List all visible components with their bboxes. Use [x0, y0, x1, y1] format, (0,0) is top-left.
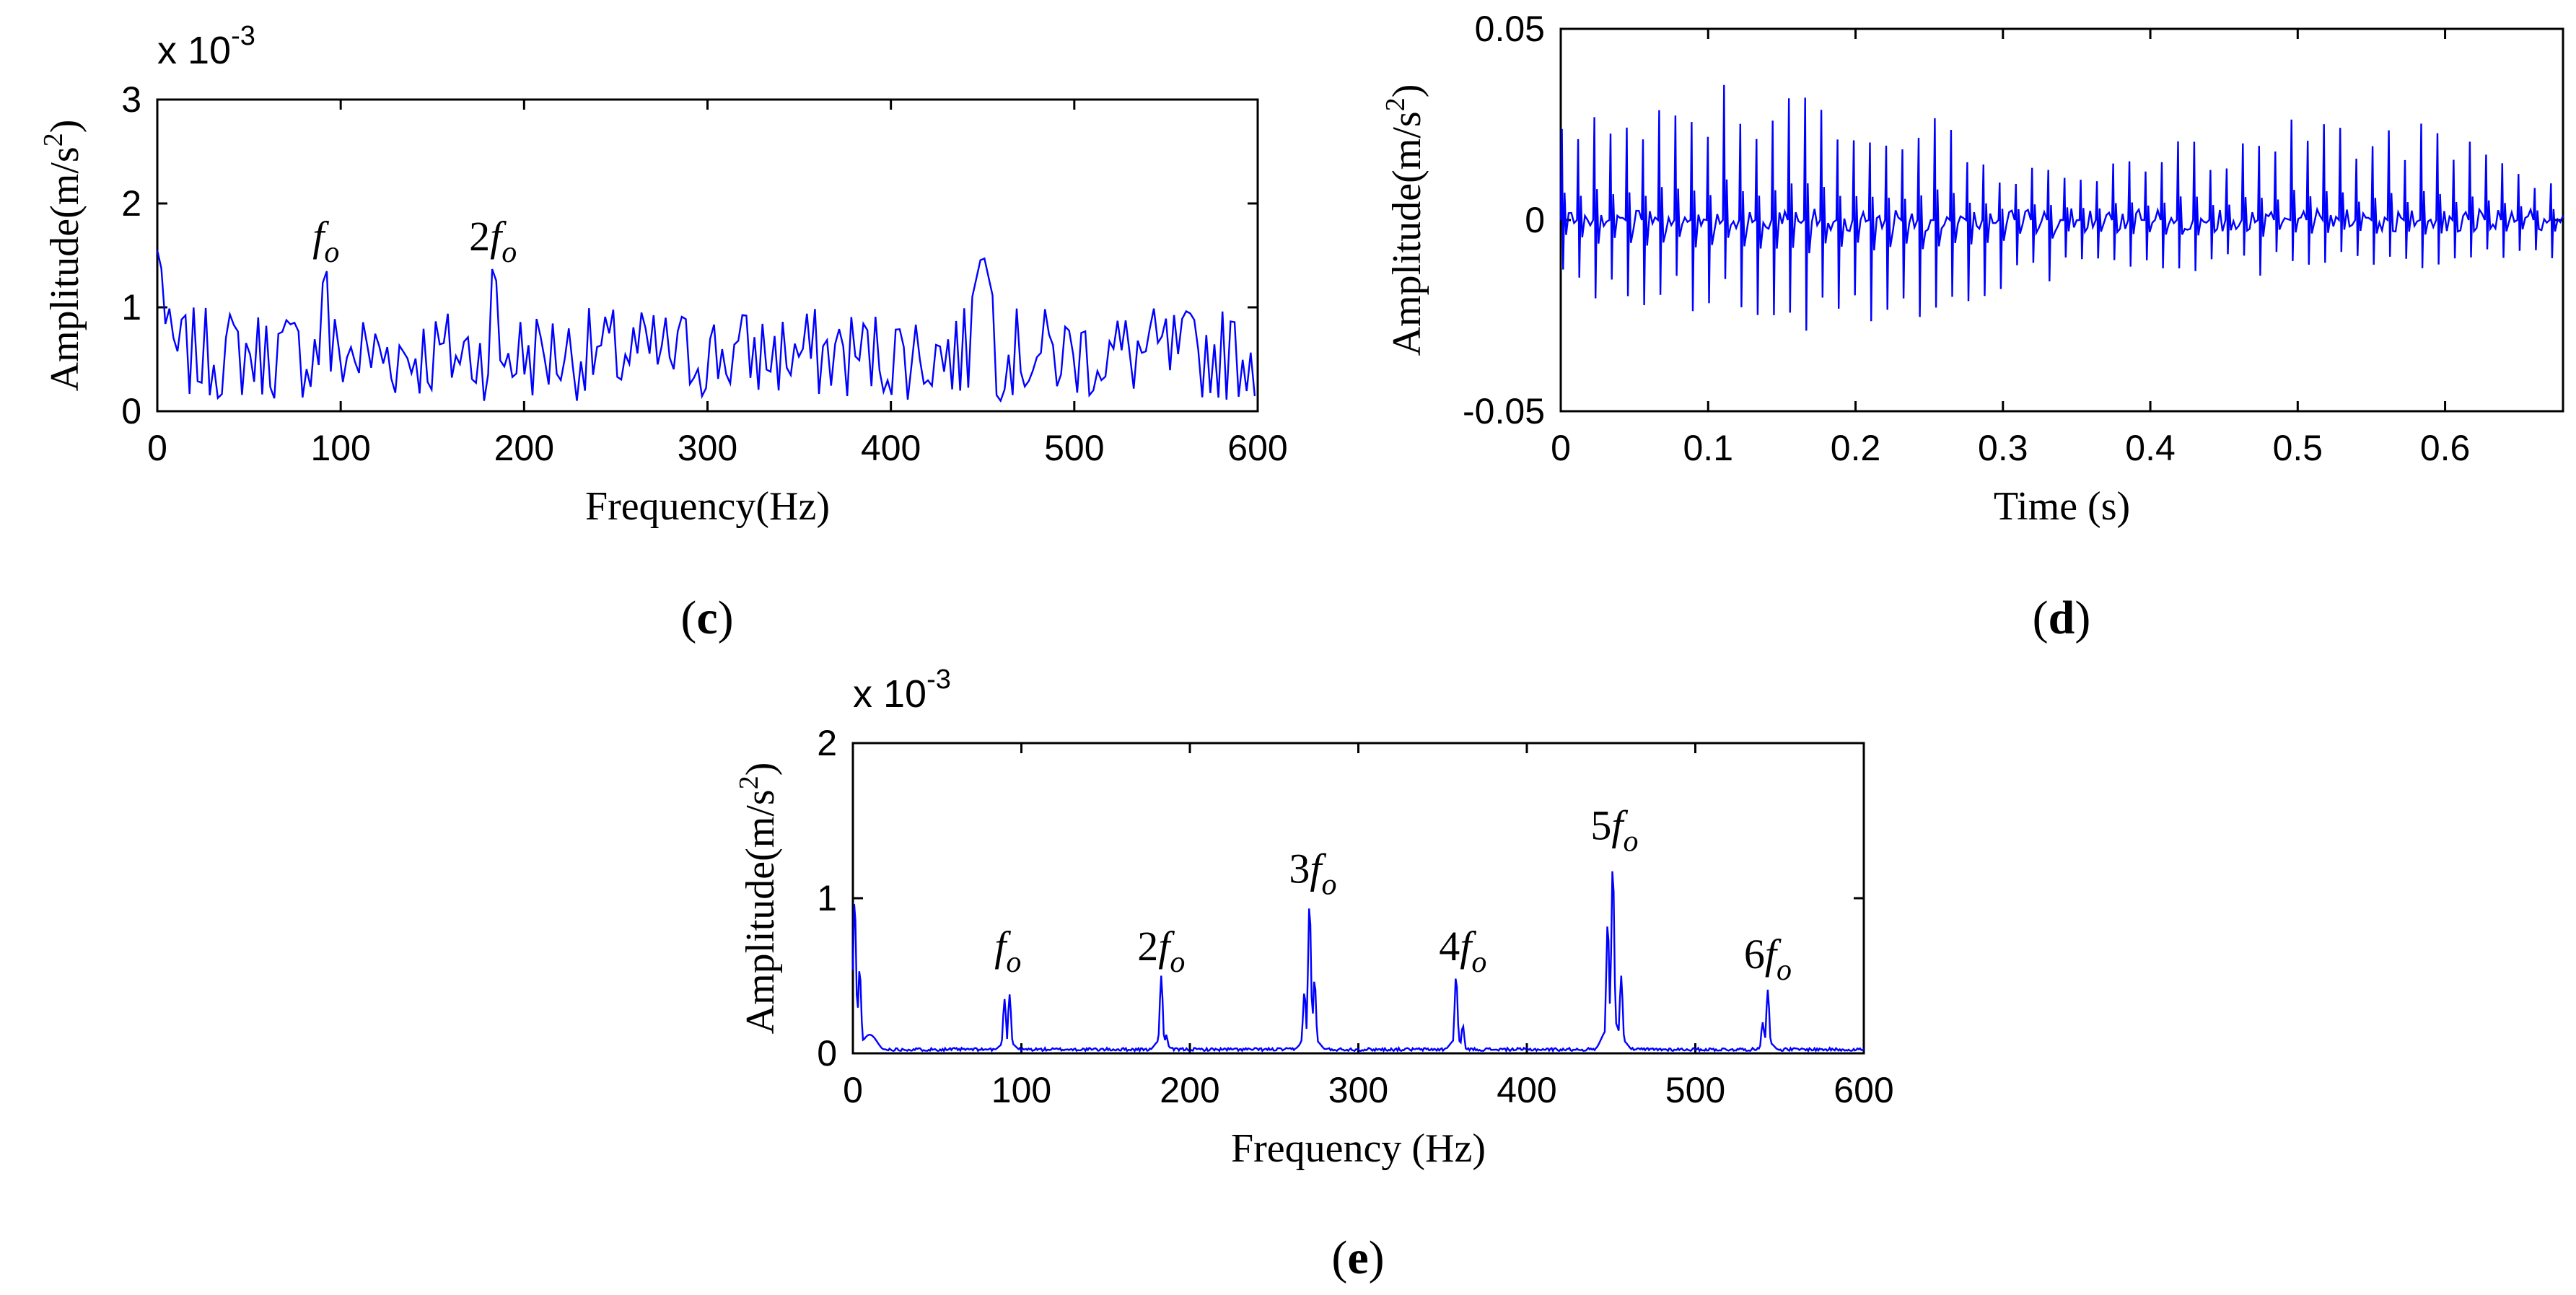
axis-multiplier-base: x 10 [853, 672, 926, 716]
x-tick-label: 600 [1227, 428, 1287, 468]
panel-caption: (d) [2033, 592, 2091, 644]
x-tick-label: 0 [843, 1070, 863, 1110]
x-tick-label: 400 [1497, 1070, 1556, 1110]
y-tick-label: 1 [817, 878, 837, 918]
harmonic-annotation: 6fo [1744, 931, 1792, 987]
harmonic-subscript: o [1170, 946, 1185, 979]
harmonic-annotation: 2fo [1137, 923, 1185, 979]
spectrum-trace [851, 871, 1865, 1053]
panel-e-enhanced-spectrum: 0 100 200 300 400 500 600 0 1 2 Frequency (Hz) Ampl… [734, 664, 1894, 1284]
x-axis-label: Frequency(Hz) [585, 484, 830, 529]
y-axis-label-close: ) [43, 120, 87, 133]
y-tick-label: 1 [121, 287, 141, 328]
harmonic-coefficient: 3 [1289, 846, 1310, 892]
harmonic-coefficient: 2 [1137, 923, 1158, 970]
x-tick-label: 0.1 [1683, 428, 1734, 468]
y-axis-label: Amplitude(m/s2) [1380, 84, 1429, 356]
x-tick-label: 400 [861, 428, 921, 468]
harmonic-annotation: 5fo [1590, 802, 1638, 858]
caption-close: ) [1369, 1232, 1385, 1284]
x-tick-label: 500 [1665, 1070, 1725, 1110]
caption-letter: e [1347, 1232, 1368, 1284]
caption-open: ( [680, 592, 696, 644]
axis-multiplier-base: x 10 [157, 29, 231, 72]
harmonic-subscript: o [1777, 954, 1792, 987]
harmonic-subscript: o [1623, 825, 1638, 858]
y-tick-label: 0 [1525, 200, 1545, 240]
x-tick-label: 0.3 [1978, 428, 2028, 468]
panel-caption: (c) [680, 592, 733, 644]
y-tick-label: -0.05 [1463, 391, 1545, 431]
y-tick-label: 0.05 [1475, 9, 1545, 49]
harmonic-subscript: o [324, 236, 339, 269]
y-tick-label: 0 [817, 1033, 837, 1074]
harmonic-coefficient: 6 [1744, 931, 1765, 978]
time-waveform-trace [1559, 84, 2564, 331]
panel-c-frequency-spectrum: 0 100 200 300 400 500 600 0 1 2 3 Frequency(Hz) Ampl… [38, 21, 1288, 644]
y-tick-label: 3 [121, 79, 141, 120]
caption-open: ( [2033, 592, 2049, 644]
x-tick-label: 500 [1044, 428, 1104, 468]
y-axis-label-close: ) [1385, 84, 1429, 98]
y-axis-label-sup: 2 [734, 776, 764, 789]
y-tick-label: 2 [121, 183, 141, 224]
y-axis-label-close: ) [738, 763, 783, 776]
x-tick-label: 300 [678, 428, 737, 468]
x-tick-label: 0.6 [2420, 428, 2471, 468]
harmonic-subscript: o [1471, 946, 1486, 979]
x-tick-label: 300 [1328, 1070, 1388, 1110]
x-tick-label: 0 [1551, 428, 1571, 468]
x-tick-label: 100 [991, 1070, 1051, 1110]
spectrum-trace [156, 250, 1256, 403]
x-axis-label: Time (s) [1994, 484, 2130, 529]
y-axis-label-text: Amplitude(m/s [738, 789, 783, 1034]
y-axis-label: Amplitude(m/s2) [38, 120, 87, 392]
caption-close: ) [718, 592, 734, 644]
panel-caption: (e) [1331, 1232, 1384, 1284]
harmonic-coefficient: 4 [1439, 923, 1460, 970]
caption-open: ( [1331, 1232, 1347, 1284]
caption-close: ) [2075, 592, 2090, 644]
harmonic-subscript: o [501, 236, 517, 269]
axis-multiplier: x 10-3 [157, 21, 255, 72]
harmonic-annotation: 2fo [469, 213, 517, 269]
axis-multiplier-exp: -3 [231, 21, 255, 51]
x-tick-label: 0.2 [1831, 428, 1881, 468]
y-axis-label-sup: 2 [1380, 97, 1411, 111]
y-tick-label: 0 [121, 391, 141, 431]
x-tick-label: 0.4 [2125, 428, 2176, 468]
y-axis-label: Amplitude(m/s2) [734, 763, 783, 1035]
harmonic-annotation: 3fo [1289, 846, 1336, 902]
x-axis-label: Frequency (Hz) [1231, 1126, 1486, 1171]
x-tick-label: 0.5 [2273, 428, 2323, 468]
harmonic-annotation: fo [994, 923, 1021, 979]
axis-multiplier: x 10-3 [853, 664, 951, 716]
x-tick-label: 0 [147, 428, 167, 468]
caption-letter: d [2049, 592, 2075, 644]
caption-letter: c [696, 592, 717, 644]
x-tick-label: 200 [1160, 1070, 1219, 1110]
x-tick-label: 600 [1834, 1070, 1893, 1110]
x-tick-label: 200 [494, 428, 554, 468]
harmonic-coefficient: 2 [469, 213, 490, 260]
y-axis-label-text: Amplitude(m/s [1385, 111, 1429, 356]
harmonic-annotation: 4fo [1439, 923, 1486, 979]
y-tick-label: 2 [817, 723, 837, 763]
harmonic-subscript: o [1006, 946, 1021, 979]
y-axis-label-text: Amplitude(m/s [43, 146, 87, 391]
x-tick-label: 100 [310, 428, 370, 468]
axis-multiplier-exp: -3 [926, 664, 951, 695]
y-axis-label-sup: 2 [38, 133, 69, 146]
harmonic-annotation: fo [312, 213, 339, 269]
harmonic-coefficient: 5 [1590, 802, 1611, 848]
harmonic-subscript: o [1322, 869, 1337, 902]
